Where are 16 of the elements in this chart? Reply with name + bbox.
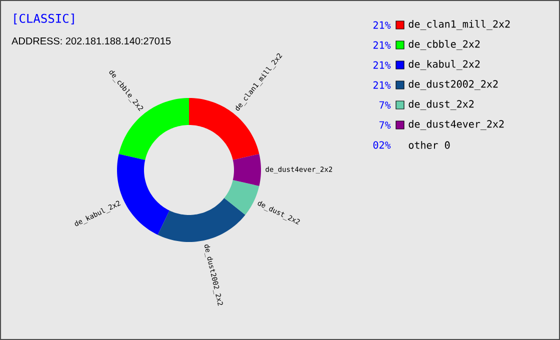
text: 21%	[373, 41, 391, 49]
legend-label: de_dust2002_2x2	[408, 80, 498, 90]
legend-label: de_clan1_mill_2x2	[408, 20, 510, 30]
legend-label: de_kabul_2x2	[408, 60, 480, 70]
text: 21%	[373, 61, 391, 69]
text: 21%	[373, 21, 391, 29]
legend-label: de_dust4ever_2x2	[408, 120, 504, 130]
category-label: other 0	[408, 141, 450, 149]
legend-label: de_cbble_2x2	[408, 40, 480, 50]
text: 7%	[379, 121, 391, 129]
chart-title: [CLASSIC]	[14, 14, 74, 24]
text: 02%	[373, 141, 391, 149]
legend-label: de_dust_2x2	[408, 100, 474, 110]
text: 21%	[373, 81, 391, 89]
text: 7%	[379, 101, 391, 109]
text: ADDRESS: 202.181.188.140:27015	[12, 37, 171, 45]
